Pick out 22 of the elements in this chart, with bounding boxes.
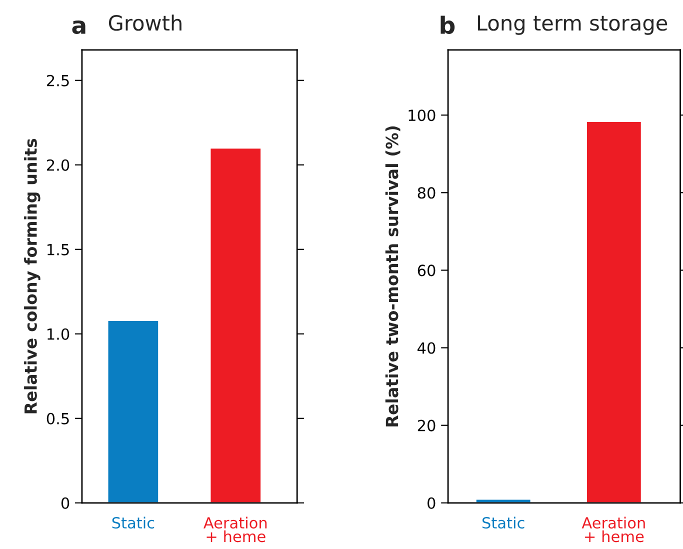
y-tick-label: 2.0 [46, 159, 70, 171]
x-tick-label: Static [112, 516, 154, 529]
y-tick-label: 60 [418, 264, 436, 276]
x-tick-label: Static [482, 516, 524, 529]
y-tick-label: 2.5 [46, 74, 69, 86]
y-tick-label: 40 [418, 342, 436, 354]
y-tick-label: 1.0 [48, 328, 70, 340]
y-axis-title: Relative two-month survival (%) [385, 126, 400, 426]
y-axis-title: Relative colony forming units [24, 138, 40, 414]
chart-title: Long term storage [478, 15, 668, 35]
y-tick-label: 100 [408, 110, 436, 122]
text: b [440, 16, 455, 34]
chart-title: Growth [108, 14, 182, 31]
y-tick-label: 20 [418, 420, 436, 432]
y-tick-label: 0.5 [46, 412, 69, 424]
y-tick-label: 0 [428, 497, 436, 509]
y-tick-label: 80 [418, 187, 436, 199]
y-tick-label: 1.5 [48, 244, 69, 256]
y-tick-label: 0 [61, 497, 70, 509]
text: a [72, 20, 86, 34]
x-tick-label: Aeration + heme [582, 516, 645, 542]
x-tick-label: Aeration + heme [204, 516, 267, 542]
